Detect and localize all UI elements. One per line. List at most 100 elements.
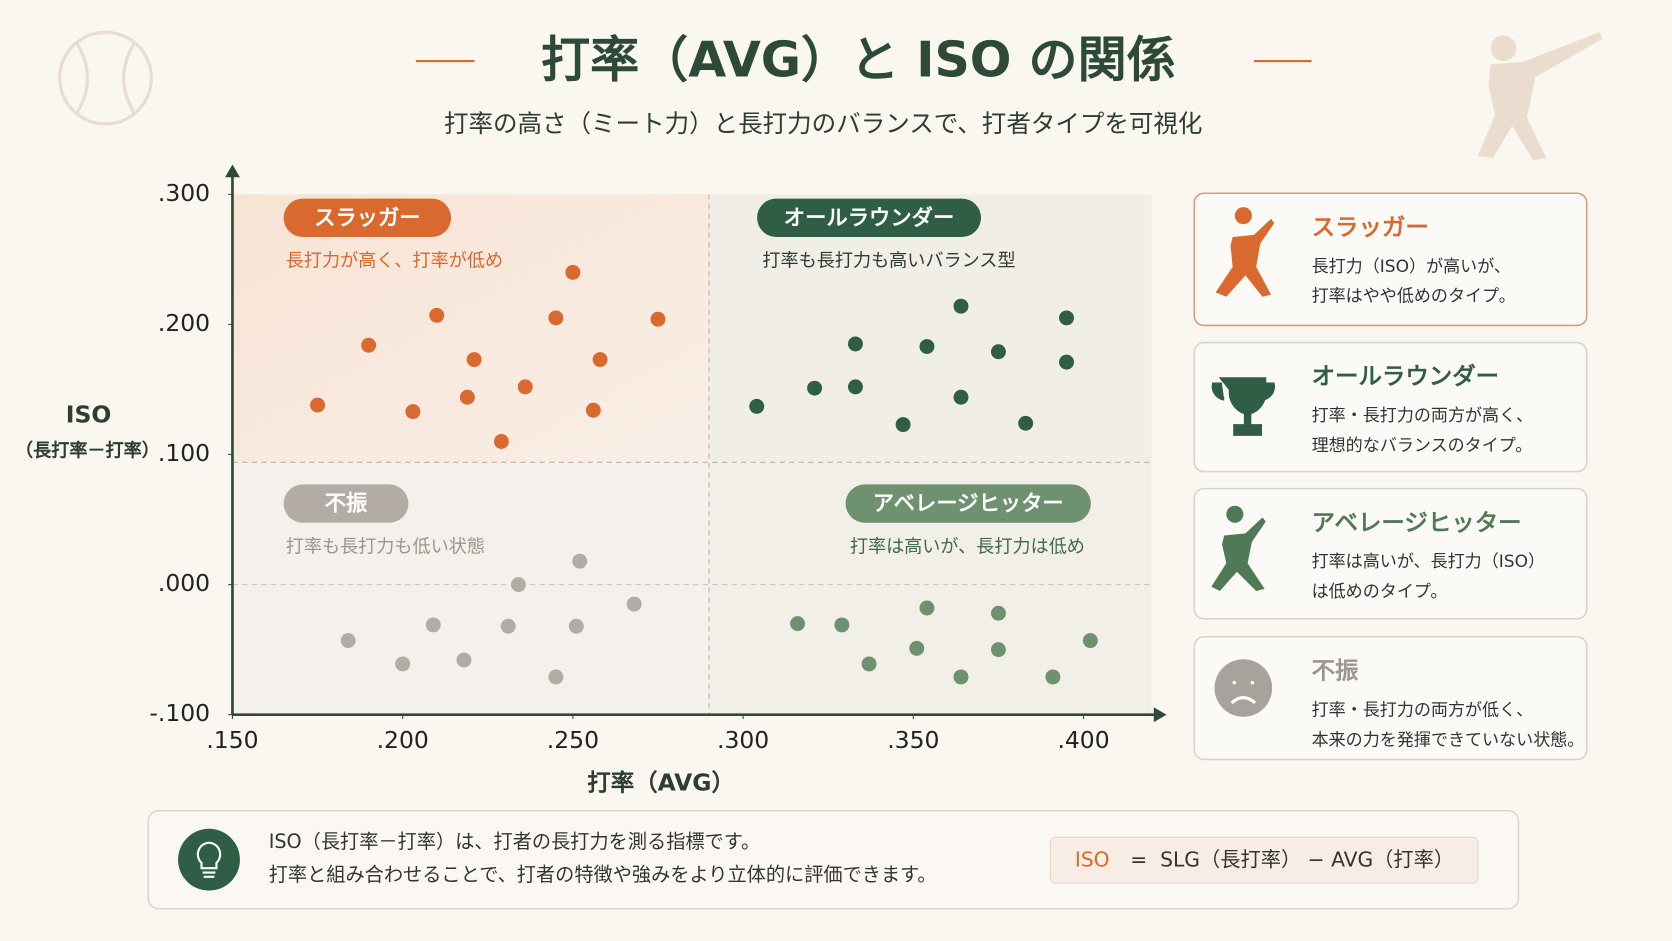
y-tick-label: .300: [158, 179, 210, 207]
point: [310, 397, 326, 413]
card-icon: [1211, 505, 1266, 591]
card-text: 打率・長打力の両方が低く、: [1312, 700, 1534, 720]
point: [592, 352, 608, 368]
y-tick-label: .000: [158, 569, 210, 597]
y-axis-arrow: [224, 164, 240, 178]
point: [568, 618, 584, 634]
x-tick-label: .400: [1057, 726, 1109, 754]
point: [953, 669, 969, 685]
card-text: 打率はやや低めのタイプ。: [1312, 287, 1516, 307]
batter-watermark: [1477, 32, 1603, 161]
point: [361, 337, 377, 353]
y-axis-sublabel: （長打率－打率）: [15, 439, 160, 461]
formula-box: [1049, 836, 1479, 884]
point: [510, 577, 526, 593]
point: [585, 402, 601, 418]
point: [1045, 669, 1061, 685]
lightbulb-icon: [178, 828, 240, 891]
quadrant-badge: [757, 198, 982, 237]
quadrant-badge: [283, 198, 452, 237]
point: [429, 307, 445, 323]
subtitle: 打率の高さ（ミート力）と長打力のバランスで、打者タイプを可視化: [444, 109, 1203, 138]
point: [572, 553, 588, 569]
card-title: アベレージヒッター: [1312, 508, 1522, 536]
point: [1059, 310, 1074, 326]
y-tick-label: -.100: [149, 699, 210, 727]
card-icon: [1215, 207, 1275, 297]
legend-card: [1193, 487, 1588, 620]
x-tick-label: .250: [547, 726, 599, 754]
y-axis-label: ISO: [66, 401, 112, 429]
x-tick-label: .350: [887, 726, 939, 754]
baseball-icon: [58, 30, 154, 126]
point: [500, 618, 516, 634]
point: [493, 434, 509, 449]
formula-expr: SLG（長打率） − AVG（打率）: [1160, 847, 1454, 871]
point: [847, 336, 863, 352]
plot: -.100 .000 .100 .200 .300 .150 .200 .250 .300 .35…: [15, 164, 1167, 797]
point: [466, 352, 482, 368]
legend-label: スラッガー: [314, 206, 421, 231]
point: [895, 417, 911, 433]
point: [340, 633, 356, 649]
point: [919, 600, 935, 616]
x-tick-label: .300: [717, 726, 769, 754]
card-icon: [1214, 659, 1273, 717]
card-text: 本来の力を発揮できていない状態。: [1312, 730, 1585, 750]
legend-label: 不振: [325, 492, 368, 517]
x-tick-label: .150: [206, 726, 258, 754]
point: [990, 642, 1006, 658]
point: [807, 380, 823, 396]
card-text: 打率・長打力の両方が高く、: [1312, 406, 1534, 426]
card-text: 長打力（ISO）が高いが、: [1312, 257, 1511, 277]
card-title: オールラウンダー: [1312, 362, 1499, 390]
card-text: 打率は高いが、長打力（ISO）: [1312, 552, 1546, 572]
quadrant-badge: [845, 484, 1091, 523]
point: [990, 605, 1006, 621]
point: [953, 389, 969, 405]
point: [990, 344, 1006, 360]
card-icon: [1230, 681, 1257, 705]
note-text: ISO（長打率－打率）は、打者の長打力を測る指標です。: [269, 830, 761, 853]
point: [395, 656, 411, 672]
quadrant-description: 長打力が高く、打率が低め: [286, 251, 503, 272]
quadrant-bg: [232, 194, 710, 463]
quadrant-bg: [709, 194, 1152, 463]
legend-label: アベレージヒッター: [873, 492, 1064, 517]
y-tick-label: .100: [158, 439, 210, 467]
formula-term: ISO: [1075, 847, 1110, 871]
quadrant-description: 打率も長打力も高いバランス型: [762, 251, 1015, 272]
note-box: [147, 809, 1520, 910]
quadrant-description: 打率も長打力も低い状態: [286, 536, 485, 557]
point: [517, 379, 533, 395]
point: [847, 379, 863, 395]
y-tick-label: .200: [158, 309, 210, 337]
point: [909, 640, 925, 656]
point: [790, 616, 806, 632]
point: [565, 264, 581, 280]
title: 打率（AVG）と ISO の関係: [541, 31, 1176, 89]
card-title: スラッガー: [1312, 213, 1429, 241]
point: [626, 596, 642, 612]
legend-cards: スラッガー長打力（ISO）が高いが、打率はやや低めのタイプ。オールラウンダー打率…: [1193, 192, 1588, 761]
point: [1082, 633, 1098, 649]
point: [459, 389, 475, 405]
point: [834, 617, 850, 633]
point: [425, 617, 441, 633]
point: [861, 656, 877, 672]
point: [650, 311, 666, 327]
point: [456, 652, 472, 668]
point: [1059, 354, 1074, 370]
x-tick-label: .200: [377, 726, 429, 754]
card-text: は低めのタイプ。: [1312, 582, 1448, 602]
legend-card: [1193, 341, 1588, 473]
note-text: 打率と組み合わせることで、打者の特徴や強みをより立体的に評価できます。: [269, 863, 937, 886]
quadrant-badge: [283, 484, 409, 523]
x-axis-label: 打率（AVG）: [587, 769, 735, 797]
point: [1018, 415, 1034, 431]
point: [548, 310, 564, 326]
point: [953, 298, 969, 314]
legend-card: [1193, 192, 1588, 327]
legend-card: [1193, 636, 1588, 761]
